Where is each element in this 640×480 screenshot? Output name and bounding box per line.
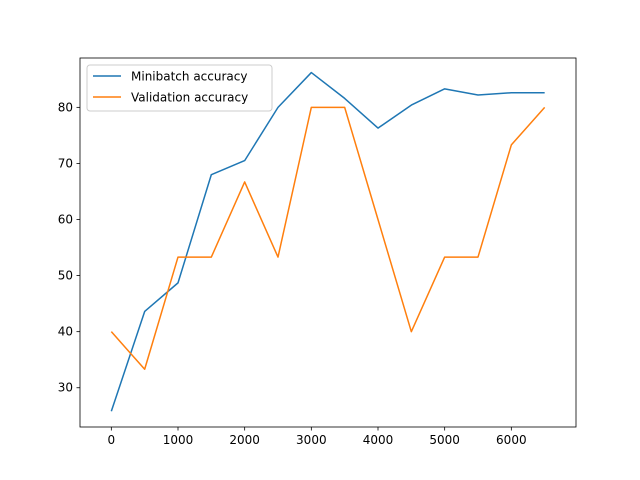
- legend-label: Validation accuracy: [131, 91, 248, 105]
- plot-lines: [110, 71, 546, 412]
- x-tick-label: 2000: [229, 433, 260, 447]
- x-tick-label: 3000: [296, 433, 327, 447]
- axes: [79, 57, 577, 428]
- x-tick-label: 5000: [429, 433, 460, 447]
- series-line-minibatch-accuracy: [110, 71, 545, 412]
- legend-box: [86, 64, 273, 112]
- y-tick-label: 80: [58, 100, 73, 114]
- legend-label: Minibatch accuracy: [131, 70, 247, 84]
- plot-frame: [79, 57, 577, 428]
- x-tick-label: 6000: [496, 433, 527, 447]
- y-tick-label: 40: [58, 325, 73, 339]
- x-tick-label: 4000: [363, 433, 394, 447]
- legend: Minibatch accuracy Validation accuracy: [86, 64, 273, 112]
- y-tick-label: 30: [58, 381, 73, 395]
- series-line-validation-accuracy: [110, 106, 546, 370]
- y-tick-label: 50: [58, 269, 73, 283]
- y-tick-label: 70: [58, 156, 73, 170]
- x-tick-label: 1000: [163, 433, 194, 447]
- y-tick-label: 60: [58, 213, 73, 227]
- y-axis-ticks: 30 40 50 60 70 80: [58, 100, 80, 395]
- x-axis-ticks: 0 1000 2000 3000 4000 5000 6000: [108, 427, 527, 447]
- x-tick-label: 0: [108, 433, 116, 447]
